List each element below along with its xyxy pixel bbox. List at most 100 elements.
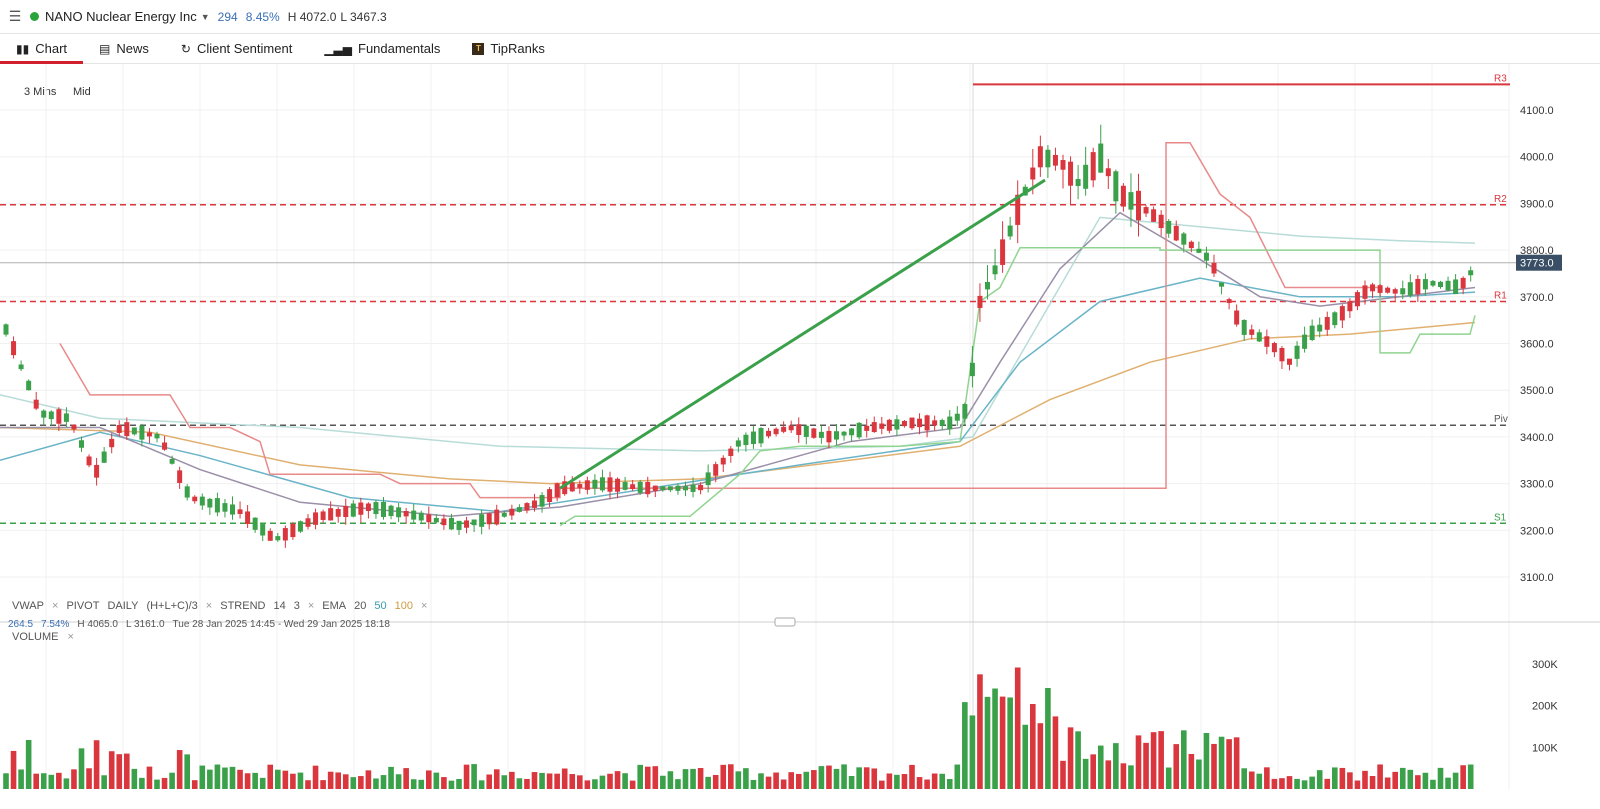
candle-body [547,489,553,502]
volume-bar [63,778,70,789]
volume-bar [131,768,138,789]
candle-body [886,419,892,431]
candle-body [1181,233,1187,245]
close-icon[interactable]: × [67,631,74,643]
volume-bar [1211,743,1217,789]
volume-bar [1165,767,1172,789]
volume-bar [592,779,598,789]
volume-bar [992,688,998,789]
ema-label[interactable]: EMA [322,600,347,612]
volume-bar [48,774,55,789]
volume-bar [1248,771,1255,789]
candle-body [1226,299,1232,304]
candle-body [131,427,137,435]
instrument-header: ☰ NANO Nuclear Energy Inc ▼ 294 8.45% H … [0,0,1600,34]
volume-bar [1407,769,1414,789]
candle-body [607,477,613,492]
candle-body [1052,154,1058,166]
candle-body [1445,280,1451,291]
volume-bar [1347,772,1353,789]
candle-body [282,528,288,541]
volume-bar [108,751,115,789]
ema-slow-line [0,216,1476,452]
close-icon[interactable]: × [205,600,213,612]
candle-body [796,424,802,435]
candle-body [834,431,839,440]
candle-body [139,425,145,440]
price-tick-label: 4100.0 [1520,105,1554,117]
candle-body [433,517,439,523]
volume-bar [1271,778,1278,789]
candle-body [615,478,621,492]
vwap-label[interactable]: VWAP [12,600,44,612]
candle-body [992,265,998,275]
volume-bar [954,764,961,789]
candle-body [411,510,417,520]
hamburger-icon[interactable]: ☰ [8,8,22,24]
strend-label[interactable]: STREND [220,600,266,612]
tab-tipranks[interactable]: T TipRanks [456,34,560,63]
candle-body [1000,239,1006,265]
price-tick-label: 3200.0 [1520,525,1554,537]
pivot-period: DAILY [107,600,139,612]
volume-bar [448,780,455,789]
volume-bar [176,750,183,789]
volume-bar [237,769,243,789]
volume-bar [1014,667,1021,789]
close-icon[interactable]: × [420,600,428,612]
tab-client-sentiment[interactable]: ↻ Client Sentiment [165,34,308,63]
tab-news[interactable]: ▤ News [83,34,165,63]
tab-chart[interactable]: ▮▮ Chart [0,34,84,64]
candle-body [1317,324,1323,332]
volume-bar [1422,772,1429,789]
volume-bar [1332,767,1338,789]
volume-bar [169,772,175,789]
timeframe-selector[interactable]: 3 Mins [24,86,57,98]
candle-body [1083,164,1089,189]
last-price-tag [1516,254,1562,271]
chevron-down-icon[interactable]: ▼ [200,11,210,22]
candle-body [305,518,311,527]
market-status-dot [30,12,39,21]
pane-resize-handle [774,617,796,627]
volume-bar [350,777,357,789]
volume-bar [531,772,538,789]
candle-body [524,503,530,511]
candle-body [1188,241,1194,249]
volume-bar [1082,758,1089,789]
candle-body [162,442,168,450]
candle-body [1007,225,1013,237]
tab-fundamentals[interactable]: ▁▃▅ Fundamentals [308,34,456,63]
candle-body [1113,171,1119,202]
day-low: L 3467.3 [340,9,387,24]
volume-bar [750,779,757,789]
volume-bar [139,777,145,789]
candle-body [313,512,319,525]
candle-body [3,324,9,335]
volume-bar [863,767,870,789]
pivot-label-r1: R1 [1494,290,1507,301]
instrument-name[interactable]: NANO Nuclear Energy Inc [45,9,197,24]
candle-body [909,417,915,429]
volume-bar [931,773,938,789]
candle-body [184,486,190,498]
candle-body [554,483,560,498]
strend-line [59,141,1380,499]
volume-bar [1045,687,1051,789]
pivot-label[interactable]: PIVOT [66,600,100,612]
candle-body [297,521,303,532]
volume-bar [977,674,983,789]
candle-body [1354,292,1360,307]
volume-bar [1052,716,1059,789]
volume-bar [743,768,749,789]
candle-body [735,440,741,447]
candle-body [230,504,235,515]
volume-bar [856,767,862,789]
close-icon[interactable]: × [307,600,315,612]
volume-tick-label: 200K [1532,701,1558,713]
candle-body [79,440,84,448]
price-type-selector[interactable]: Mid [73,86,91,98]
close-icon[interactable]: × [52,600,59,612]
candle-body [56,409,62,424]
